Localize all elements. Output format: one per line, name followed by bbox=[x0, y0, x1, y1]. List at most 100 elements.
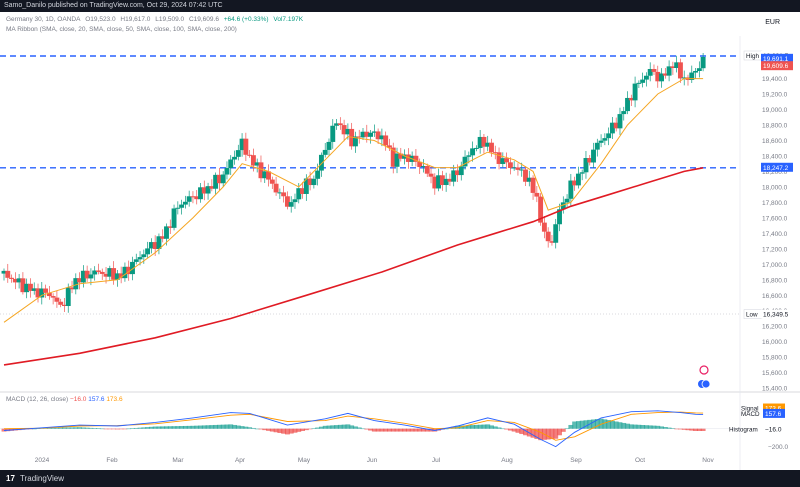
candle-body bbox=[511, 167, 517, 169]
candle-body bbox=[598, 140, 604, 143]
candle-body bbox=[636, 82, 642, 84]
macd-histogram-bar bbox=[145, 427, 151, 429]
x-tick-label: May bbox=[298, 457, 311, 464]
candle-body bbox=[602, 138, 608, 141]
publish-info-bar: Samo_Danilo published on TradingView.com… bbox=[0, 0, 800, 12]
candle-body bbox=[594, 142, 600, 150]
macd-histogram-bar bbox=[511, 428, 517, 432]
candle-body bbox=[455, 170, 460, 176]
macd-histogram-bar bbox=[130, 428, 135, 429]
ma-ribbon-label: MA Ribbon (SMA, close, 20, SMA, close, 5… bbox=[6, 26, 237, 33]
macd-histogram-bar bbox=[80, 427, 86, 429]
candle-body bbox=[341, 125, 347, 135]
ma-ribbon-legend[interactable]: MA Ribbon (SMA, close, 20, SMA, close, 5… bbox=[6, 26, 240, 33]
macd-histogram-bar bbox=[326, 425, 332, 429]
candle-body bbox=[470, 148, 476, 156]
candle-body bbox=[651, 68, 657, 72]
macd-histogram-bar bbox=[220, 424, 226, 429]
macd-histogram-bar bbox=[674, 428, 680, 430]
macd-histogram-bar bbox=[455, 425, 460, 429]
macd-histogram-bar bbox=[394, 428, 400, 432]
candle-body bbox=[677, 62, 683, 79]
macd-histogram-bar bbox=[662, 427, 668, 429]
macd-histogram-bar bbox=[349, 425, 355, 429]
macd-histogram-bar bbox=[583, 420, 589, 429]
candle-body bbox=[201, 187, 207, 194]
high-value: H19,617.0 bbox=[120, 16, 151, 23]
events-icon[interactable] bbox=[696, 364, 716, 390]
macd-histogram-bar bbox=[530, 428, 536, 438]
macd-histogram-bar bbox=[205, 425, 211, 429]
candle-body bbox=[606, 133, 612, 139]
macd-histogram-bar bbox=[666, 427, 672, 429]
macd-histogram-bar bbox=[647, 425, 653, 429]
macd-histogram-bar bbox=[160, 426, 166, 429]
macd-histogram-bar bbox=[549, 428, 555, 440]
candle-body bbox=[534, 192, 540, 197]
candle-body bbox=[402, 154, 408, 159]
macd-histogram-bar bbox=[651, 425, 657, 429]
candle-body bbox=[451, 170, 457, 182]
y-tick-label: 16,800.0 bbox=[762, 277, 788, 284]
candle-body bbox=[379, 135, 385, 140]
candle-body bbox=[84, 270, 90, 279]
macd-histogram-bar bbox=[341, 424, 347, 429]
y-tick-label: 15,600.0 bbox=[762, 370, 788, 377]
candle-body bbox=[141, 254, 147, 258]
candle-body bbox=[489, 142, 494, 153]
macd-histogram-bar bbox=[273, 428, 279, 433]
candle-body bbox=[43, 288, 49, 293]
ma200-line bbox=[3, 167, 704, 366]
candle-body bbox=[137, 257, 143, 260]
macd-histogram-bar bbox=[352, 426, 358, 429]
macd-histogram-bar bbox=[545, 428, 551, 440]
macd-histogram-bar bbox=[194, 425, 200, 429]
publish-info: Samo_Danilo published on TradingView.com… bbox=[4, 2, 223, 9]
macd-histogram-bar bbox=[103, 428, 109, 430]
candle-body bbox=[485, 142, 491, 147]
candle-body bbox=[356, 136, 362, 138]
macd-histogram-bar bbox=[507, 428, 513, 431]
candle-body bbox=[322, 149, 328, 155]
macd-histogram-bar bbox=[284, 428, 290, 435]
macd-histogram-bar bbox=[92, 428, 98, 429]
x-tick-label: 2024 bbox=[35, 457, 50, 464]
candle-body bbox=[35, 288, 41, 298]
candle-body bbox=[164, 226, 169, 239]
macd-histogram-bar bbox=[421, 428, 426, 432]
macd-histogram-bar bbox=[504, 428, 510, 430]
event-icons[interactable] bbox=[696, 364, 716, 395]
macd-histogram-bar bbox=[693, 428, 699, 431]
candle-body bbox=[5, 270, 11, 278]
candle-body bbox=[80, 270, 86, 283]
candle-body bbox=[591, 149, 596, 163]
symbol-legend[interactable]: Germany 30, 1D, OANDA O19,523.0 H19,617.… bbox=[6, 16, 306, 23]
macd-histogram-bar bbox=[443, 428, 449, 430]
candle-body bbox=[232, 156, 237, 160]
candle-body bbox=[413, 155, 419, 162]
macd-histogram-bar bbox=[201, 425, 207, 429]
candle-body bbox=[504, 158, 510, 163]
macd-histogram-bar bbox=[655, 425, 661, 429]
candle-body bbox=[216, 174, 222, 184]
macd-histogram-bar bbox=[99, 428, 105, 430]
macd-histogram-bar bbox=[383, 428, 389, 432]
macd-histogram-bar bbox=[598, 418, 604, 429]
y-tick-label: 19,000.0 bbox=[762, 107, 788, 114]
macd-tag-bg bbox=[763, 408, 785, 418]
candle-body bbox=[133, 259, 139, 262]
y-tick-label: 19,200.0 bbox=[762, 92, 788, 99]
candle-body bbox=[364, 131, 370, 137]
candle-body bbox=[662, 73, 668, 76]
candle-body bbox=[198, 187, 203, 200]
candle-body bbox=[587, 158, 593, 163]
candle-body bbox=[428, 173, 434, 177]
candle-body bbox=[235, 150, 241, 157]
macd-histogram-bar bbox=[88, 427, 94, 429]
candle-body bbox=[643, 75, 649, 80]
macd-signal-value: 173.6 bbox=[106, 396, 123, 403]
candle-body bbox=[213, 174, 219, 189]
y-tick-label: 17,600.0 bbox=[762, 215, 788, 222]
macd-legend[interactable]: MACD (12, 26, close) −16.0 157.6 173.6 bbox=[6, 396, 123, 403]
